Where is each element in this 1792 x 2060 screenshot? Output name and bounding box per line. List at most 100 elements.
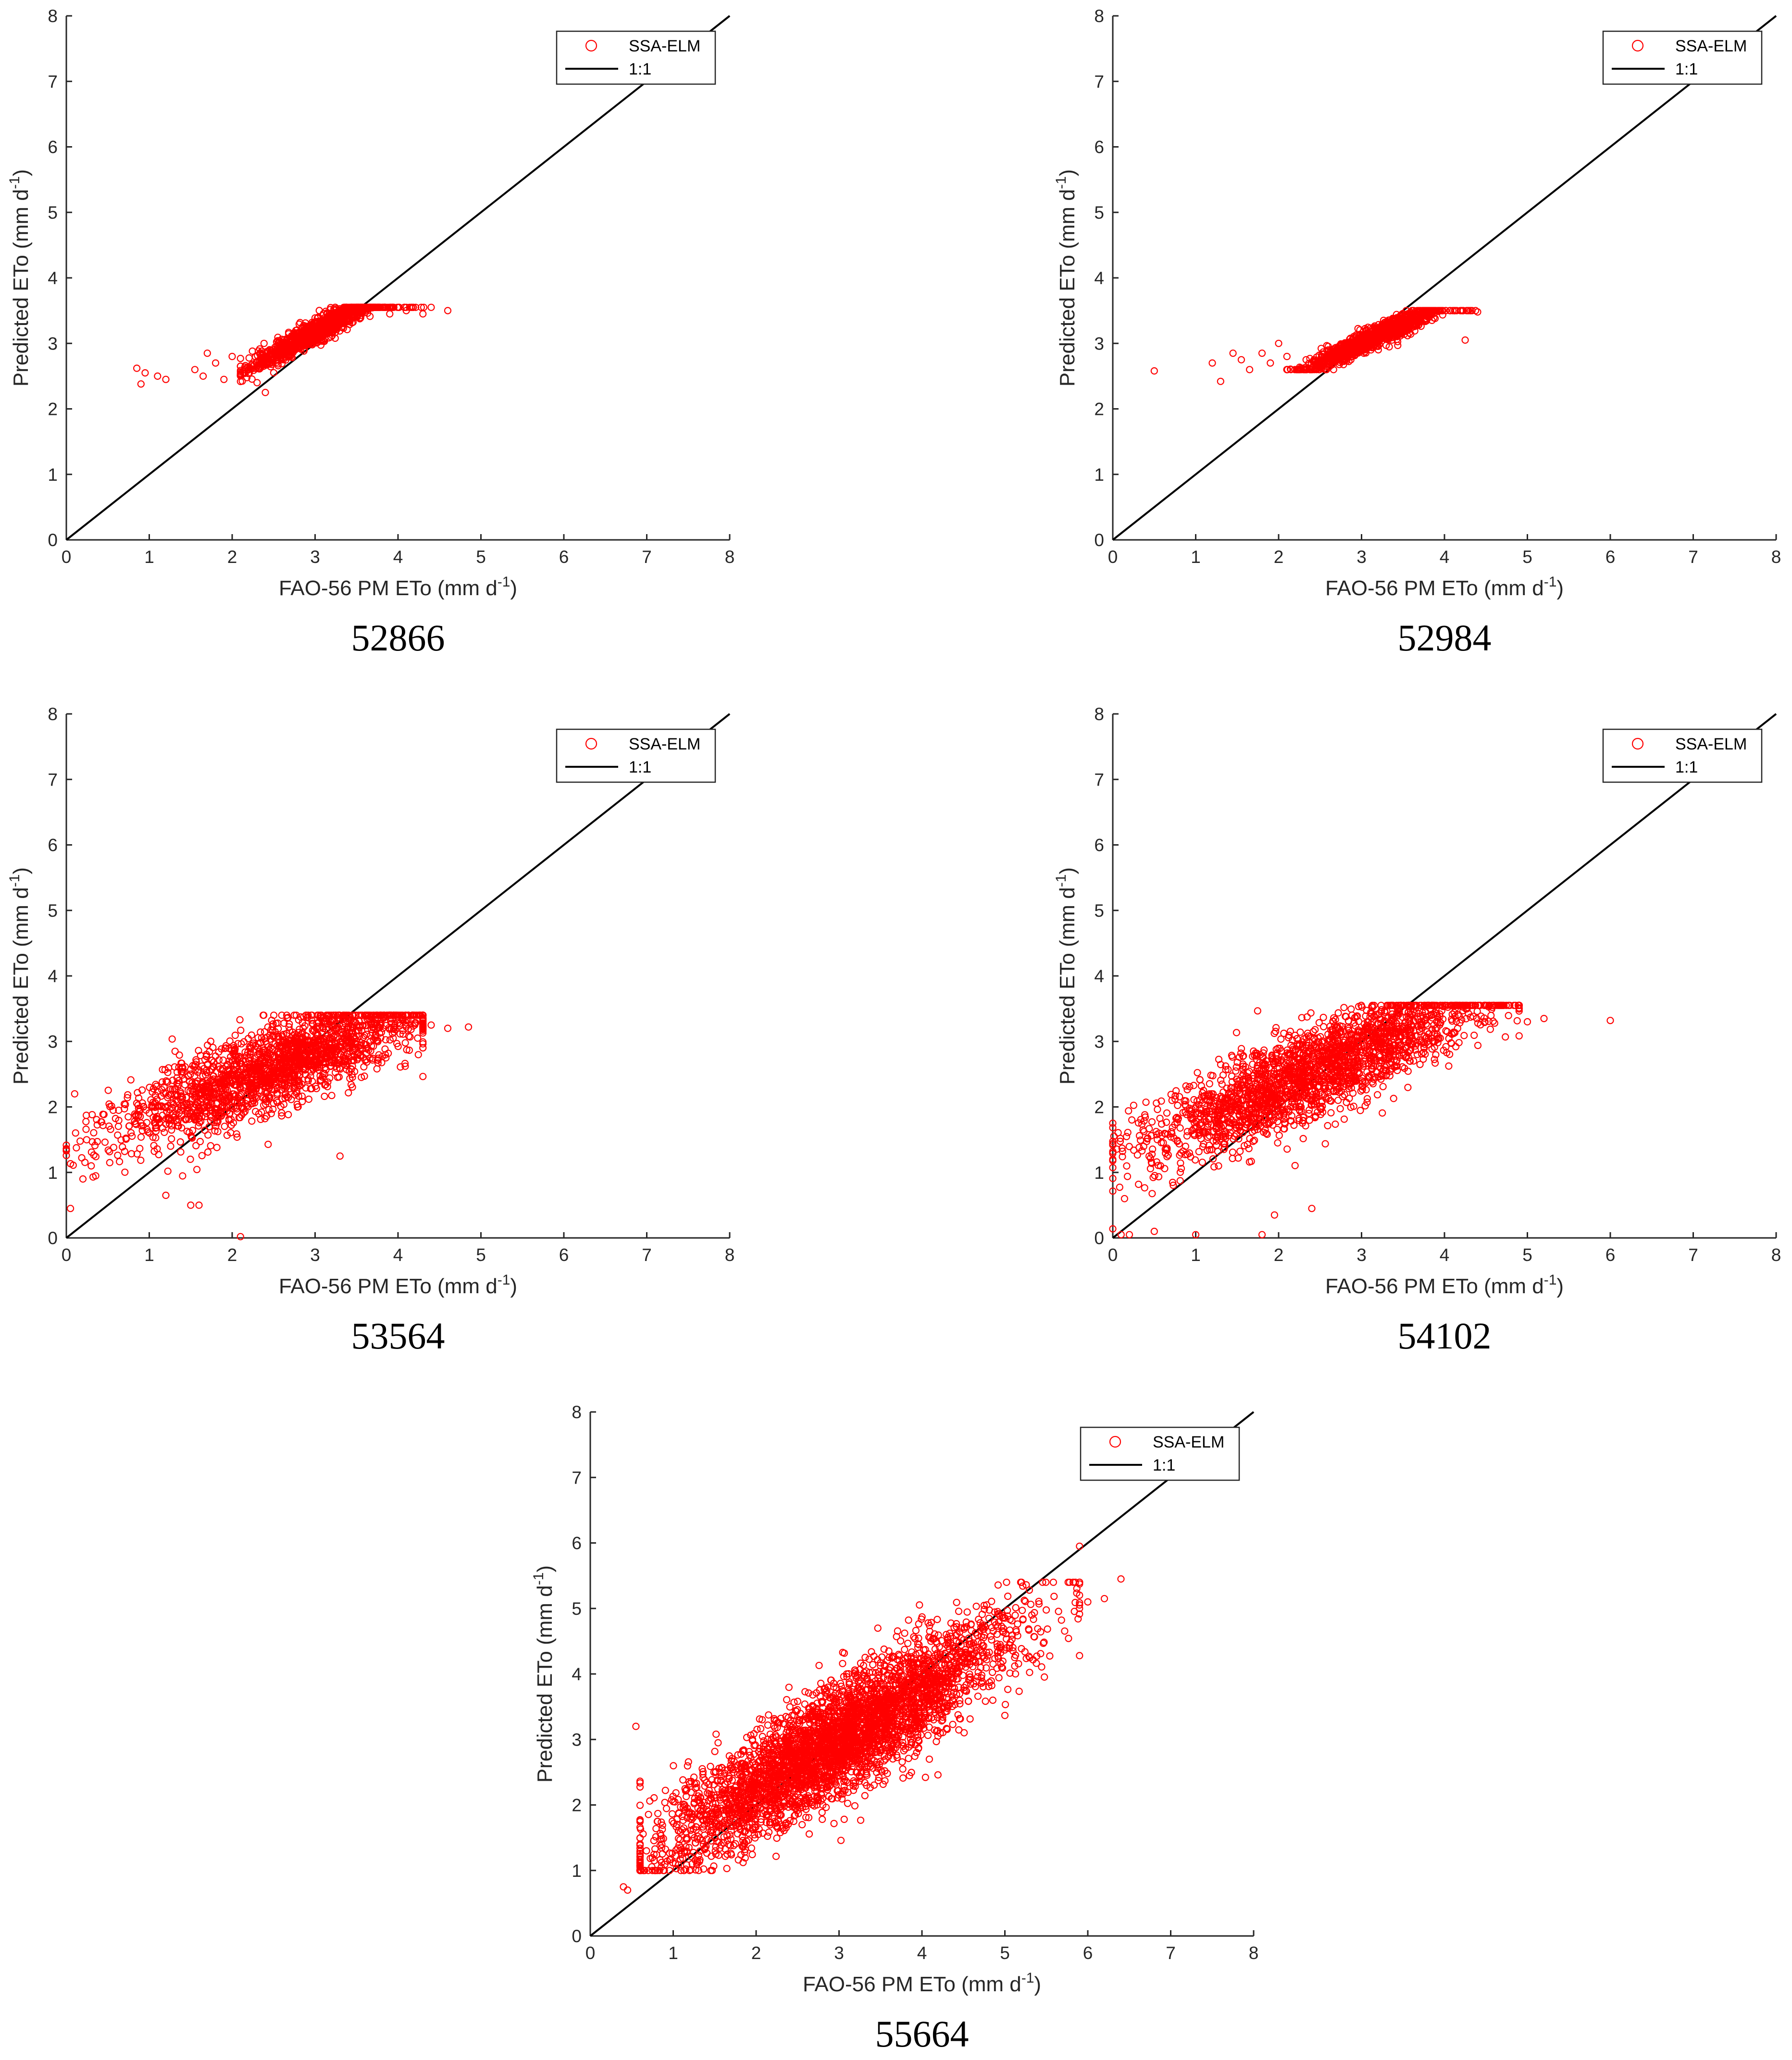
data-point bbox=[328, 1092, 336, 1099]
data-point bbox=[296, 334, 304, 341]
data-point bbox=[1461, 336, 1469, 344]
y-tick-label: 6 bbox=[48, 137, 58, 157]
data-point bbox=[73, 1144, 80, 1152]
data-point bbox=[402, 303, 410, 311]
data-point bbox=[274, 334, 282, 341]
y-tick-label: 2 bbox=[48, 400, 58, 419]
data-point bbox=[1267, 359, 1274, 367]
y-tick-label: 2 bbox=[1094, 400, 1104, 419]
y-tick-label: 1 bbox=[48, 1163, 58, 1183]
data-point bbox=[159, 1124, 166, 1132]
data-point bbox=[248, 1117, 256, 1125]
y-tick-label: 0 bbox=[48, 1228, 58, 1248]
y-axis-label-main: Predicted ETo (mm d bbox=[9, 189, 33, 387]
data-point bbox=[261, 1028, 269, 1036]
data-point bbox=[1214, 1148, 1222, 1155]
data-point bbox=[79, 1175, 87, 1183]
data-point bbox=[274, 337, 282, 345]
legend-label-one-to-one: 1:1 bbox=[1675, 60, 1698, 78]
data-point bbox=[236, 1233, 244, 1240]
data-point bbox=[419, 1073, 427, 1080]
x-tick-label: 6 bbox=[1605, 547, 1616, 567]
one-to-one-line bbox=[65, 713, 731, 1239]
data-point bbox=[321, 1092, 328, 1100]
y-tick-label: 1 bbox=[1094, 1163, 1104, 1183]
data-point bbox=[138, 1086, 146, 1094]
x-tick-label: 2 bbox=[1274, 1245, 1284, 1265]
data-point bbox=[258, 347, 266, 355]
x-tick-label: 6 bbox=[1605, 1245, 1616, 1265]
y-tick-label: 8 bbox=[48, 704, 58, 724]
data-point bbox=[236, 372, 244, 380]
data-point bbox=[236, 1016, 244, 1024]
data-point bbox=[402, 307, 410, 314]
data-point bbox=[318, 320, 326, 328]
data-point bbox=[168, 1126, 175, 1134]
panel-caption: 52984 bbox=[1398, 617, 1492, 659]
x-axis-label-main: FAO-56 PM ETo (mm d bbox=[279, 1274, 498, 1298]
data-point bbox=[412, 303, 420, 311]
y-tick-label: 4 bbox=[1094, 268, 1104, 288]
data-point bbox=[204, 1148, 212, 1156]
x-axis-label: FAO-56 PM ETo (mm d-1) bbox=[279, 574, 517, 600]
x-axis-label-sup: -1 bbox=[498, 1272, 510, 1288]
one-to-one-line bbox=[1112, 713, 1777, 1239]
x-tick-label: 4 bbox=[393, 547, 403, 567]
data-point bbox=[1385, 343, 1393, 351]
x-tick-label: 0 bbox=[62, 1245, 72, 1265]
data-point bbox=[67, 1205, 75, 1212]
data-point bbox=[245, 366, 253, 374]
data-point bbox=[256, 362, 264, 370]
y-tick-label: 5 bbox=[48, 203, 58, 223]
x-axis-label-sup: -1 bbox=[498, 574, 510, 590]
y-tick-label: 6 bbox=[48, 836, 58, 855]
data-point bbox=[177, 1148, 185, 1156]
y-tick-label: 4 bbox=[1094, 966, 1104, 986]
y-tick-label: 7 bbox=[48, 770, 58, 789]
scatter-points bbox=[133, 303, 452, 397]
data-point bbox=[296, 329, 304, 337]
x-tick-label: 5 bbox=[476, 547, 486, 567]
data-point bbox=[137, 1133, 145, 1141]
x-tick-label: 2 bbox=[227, 547, 237, 567]
legend-label-one-to-one: 1:1 bbox=[629, 758, 651, 776]
x-axis-label-main: FAO-56 PM ETo (mm d bbox=[1325, 576, 1544, 600]
data-point bbox=[1150, 367, 1158, 375]
data-point bbox=[330, 306, 338, 314]
data-point bbox=[125, 1122, 133, 1130]
data-point bbox=[345, 1089, 352, 1097]
data-point bbox=[249, 362, 257, 370]
data-point bbox=[269, 346, 277, 354]
data-point bbox=[375, 303, 383, 311]
data-point bbox=[253, 379, 261, 387]
data-point bbox=[124, 1113, 132, 1121]
data-point bbox=[1246, 366, 1254, 374]
y-tick-label: 3 bbox=[48, 1032, 58, 1051]
data-point bbox=[193, 1166, 201, 1174]
data-point bbox=[212, 1052, 219, 1060]
legend-label-ssa-elm: SSA-ELM bbox=[629, 37, 700, 55]
data-point bbox=[92, 1153, 100, 1161]
data-point bbox=[78, 1154, 86, 1161]
data-point bbox=[1345, 358, 1353, 365]
data-point bbox=[1217, 377, 1224, 385]
x-axis-label-main: FAO-56 PM ETo (mm d bbox=[279, 576, 498, 600]
data-point bbox=[325, 314, 333, 322]
data-point bbox=[162, 1191, 170, 1199]
data-point bbox=[204, 1131, 212, 1139]
data-point bbox=[326, 306, 334, 313]
x-tick-label: 0 bbox=[62, 547, 72, 567]
data-point bbox=[1321, 1140, 1329, 1148]
x-axis-label-sup: -1 bbox=[1544, 574, 1557, 590]
data-point bbox=[204, 1041, 212, 1049]
data-point bbox=[283, 345, 291, 352]
panel-caption: 52866 bbox=[351, 617, 445, 659]
data-point bbox=[339, 315, 347, 323]
data-point bbox=[264, 1140, 272, 1148]
data-point bbox=[168, 1035, 176, 1043]
x-tick-label: 7 bbox=[1688, 1245, 1698, 1265]
y-axis-label: Predicted ETo (mm d-1) bbox=[1053, 169, 1079, 387]
data-point bbox=[292, 329, 300, 337]
